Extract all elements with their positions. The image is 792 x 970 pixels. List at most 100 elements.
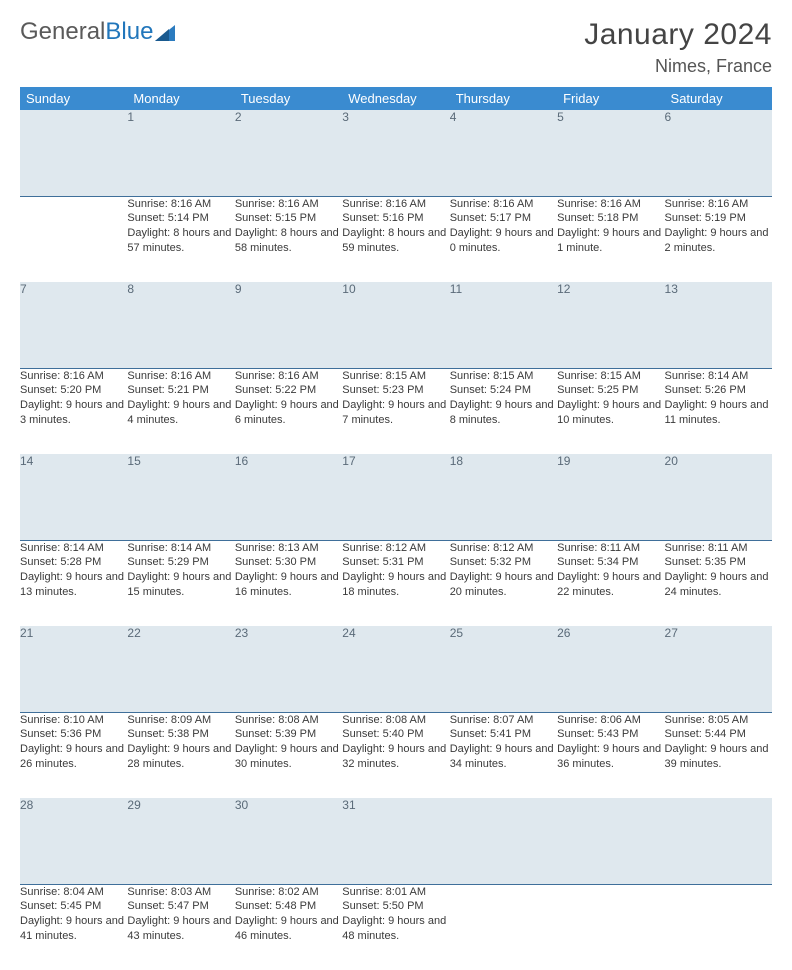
- sunrise-line: Sunrise: 8:11 AM: [557, 541, 664, 556]
- day-number-cell: 11: [450, 282, 557, 368]
- day-body-cell: Sunrise: 8:16 AMSunset: 5:20 PMDaylight:…: [20, 368, 127, 454]
- location-label: Nimes, France: [584, 56, 772, 77]
- sunrise-line: Sunrise: 8:07 AM: [450, 713, 557, 728]
- weekday-header: Sunday: [20, 87, 127, 110]
- sunset-line: Sunset: 5:38 PM: [127, 727, 234, 742]
- sunrise-line: Sunrise: 8:04 AM: [20, 885, 127, 900]
- sunset-line: Sunset: 5:39 PM: [235, 727, 342, 742]
- weekday-header: Tuesday: [235, 87, 342, 110]
- daylight-line: Daylight: 9 hours and 3 minutes.: [20, 398, 127, 428]
- daylight-line: Daylight: 9 hours and 2 minutes.: [665, 226, 772, 256]
- daylight-line: Daylight: 9 hours and 1 minute.: [557, 226, 664, 256]
- day-body-cell: Sunrise: 8:13 AMSunset: 5:30 PMDaylight:…: [235, 540, 342, 626]
- day-number-row: 21222324252627: [20, 626, 772, 712]
- day-number-cell: 16: [235, 454, 342, 540]
- daylight-line: Daylight: 9 hours and 36 minutes.: [557, 742, 664, 772]
- day-number-cell: 23: [235, 626, 342, 712]
- sunset-line: Sunset: 5:24 PM: [450, 383, 557, 398]
- sunset-line: Sunset: 5:44 PM: [665, 727, 772, 742]
- day-number-cell: 10: [342, 282, 449, 368]
- day-body-cell: Sunrise: 8:15 AMSunset: 5:24 PMDaylight:…: [450, 368, 557, 454]
- day-body-cell: Sunrise: 8:08 AMSunset: 5:40 PMDaylight:…: [342, 712, 449, 798]
- sunset-line: Sunset: 5:19 PM: [665, 211, 772, 226]
- day-number-cell: 24: [342, 626, 449, 712]
- day-number-row: 123456: [20, 110, 772, 196]
- sunset-line: Sunset: 5:48 PM: [235, 899, 342, 914]
- sunset-line: Sunset: 5:36 PM: [20, 727, 127, 742]
- sunrise-line: Sunrise: 8:16 AM: [342, 197, 449, 212]
- daylight-line: Daylight: 9 hours and 20 minutes.: [450, 570, 557, 600]
- day-body-cell: Sunrise: 8:16 AMSunset: 5:16 PMDaylight:…: [342, 196, 449, 282]
- sunrise-line: Sunrise: 8:15 AM: [450, 369, 557, 384]
- daylight-line: Daylight: 9 hours and 7 minutes.: [342, 398, 449, 428]
- day-number-cell: 30: [235, 798, 342, 884]
- daylight-line: Daylight: 9 hours and 11 minutes.: [665, 398, 772, 428]
- sunrise-line: Sunrise: 8:11 AM: [665, 541, 772, 556]
- daylight-line: Daylight: 9 hours and 15 minutes.: [127, 570, 234, 600]
- daylight-line: Daylight: 9 hours and 22 minutes.: [557, 570, 664, 600]
- daylight-line: Daylight: 9 hours and 18 minutes.: [342, 570, 449, 600]
- logo: GeneralBlue: [20, 18, 175, 46]
- sunrise-line: Sunrise: 8:12 AM: [342, 541, 449, 556]
- day-body-cell: Sunrise: 8:14 AMSunset: 5:28 PMDaylight:…: [20, 540, 127, 626]
- weekday-header: Saturday: [665, 87, 772, 110]
- day-body-cell: Sunrise: 8:16 AMSunset: 5:17 PMDaylight:…: [450, 196, 557, 282]
- daylight-line: Daylight: 9 hours and 30 minutes.: [235, 742, 342, 772]
- day-number-cell: 21: [20, 626, 127, 712]
- sunset-line: Sunset: 5:41 PM: [450, 727, 557, 742]
- sunrise-line: Sunrise: 8:16 AM: [450, 197, 557, 212]
- daylight-line: Daylight: 9 hours and 32 minutes.: [342, 742, 449, 772]
- day-body-cell: Sunrise: 8:01 AMSunset: 5:50 PMDaylight:…: [342, 884, 449, 970]
- day-number-cell: 17: [342, 454, 449, 540]
- sunrise-line: Sunrise: 8:08 AM: [342, 713, 449, 728]
- daylight-line: Daylight: 9 hours and 6 minutes.: [235, 398, 342, 428]
- sunrise-line: Sunrise: 8:15 AM: [342, 369, 449, 384]
- day-body-cell: Sunrise: 8:16 AMSunset: 5:22 PMDaylight:…: [235, 368, 342, 454]
- sunset-line: Sunset: 5:18 PM: [557, 211, 664, 226]
- sunset-line: Sunset: 5:29 PM: [127, 555, 234, 570]
- daylight-line: Daylight: 9 hours and 26 minutes.: [20, 742, 127, 772]
- day-number-cell: 1: [127, 110, 234, 196]
- sunrise-line: Sunrise: 8:16 AM: [665, 197, 772, 212]
- day-body-cell: [450, 884, 557, 970]
- day-number-cell: 13: [665, 282, 772, 368]
- day-number-cell: [450, 798, 557, 884]
- sunset-line: Sunset: 5:28 PM: [20, 555, 127, 570]
- day-number-cell: 14: [20, 454, 127, 540]
- daylight-line: Daylight: 9 hours and 43 minutes.: [127, 914, 234, 944]
- sunset-line: Sunset: 5:16 PM: [342, 211, 449, 226]
- day-number-cell: 27: [665, 626, 772, 712]
- sunset-line: Sunset: 5:50 PM: [342, 899, 449, 914]
- day-body-cell: Sunrise: 8:11 AMSunset: 5:34 PMDaylight:…: [557, 540, 664, 626]
- sunset-line: Sunset: 5:17 PM: [450, 211, 557, 226]
- daylight-line: Daylight: 9 hours and 16 minutes.: [235, 570, 342, 600]
- daylight-line: Daylight: 8 hours and 58 minutes.: [235, 226, 342, 256]
- day-body-cell: Sunrise: 8:14 AMSunset: 5:29 PMDaylight:…: [127, 540, 234, 626]
- day-body-cell: Sunrise: 8:16 AMSunset: 5:19 PMDaylight:…: [665, 196, 772, 282]
- sunrise-line: Sunrise: 8:14 AM: [20, 541, 127, 556]
- day-content-row: Sunrise: 8:16 AMSunset: 5:20 PMDaylight:…: [20, 368, 772, 454]
- day-number-cell: 29: [127, 798, 234, 884]
- sunset-line: Sunset: 5:14 PM: [127, 211, 234, 226]
- day-content-row: Sunrise: 8:10 AMSunset: 5:36 PMDaylight:…: [20, 712, 772, 798]
- day-number-cell: 8: [127, 282, 234, 368]
- daylight-line: Daylight: 9 hours and 24 minutes.: [665, 570, 772, 600]
- day-number-row: 28293031: [20, 798, 772, 884]
- daylight-line: Daylight: 9 hours and 46 minutes.: [235, 914, 342, 944]
- sunset-line: Sunset: 5:25 PM: [557, 383, 664, 398]
- logo-word-1: General: [20, 18, 105, 45]
- daylight-line: Daylight: 9 hours and 8 minutes.: [450, 398, 557, 428]
- day-content-row: Sunrise: 8:14 AMSunset: 5:28 PMDaylight:…: [20, 540, 772, 626]
- day-number-cell: [665, 798, 772, 884]
- sunset-line: Sunset: 5:23 PM: [342, 383, 449, 398]
- daylight-line: Daylight: 9 hours and 34 minutes.: [450, 742, 557, 772]
- day-body-cell: Sunrise: 8:12 AMSunset: 5:31 PMDaylight:…: [342, 540, 449, 626]
- daylight-line: Daylight: 9 hours and 4 minutes.: [127, 398, 234, 428]
- logo-word-2: Blue: [105, 18, 153, 45]
- calendar-body: 123456Sunrise: 8:16 AMSunset: 5:14 PMDay…: [20, 110, 772, 970]
- day-body-cell: Sunrise: 8:04 AMSunset: 5:45 PMDaylight:…: [20, 884, 127, 970]
- day-number-cell: 15: [127, 454, 234, 540]
- sunrise-line: Sunrise: 8:15 AM: [557, 369, 664, 384]
- calendar-table: Sunday Monday Tuesday Wednesday Thursday…: [20, 87, 772, 970]
- day-number-cell: 22: [127, 626, 234, 712]
